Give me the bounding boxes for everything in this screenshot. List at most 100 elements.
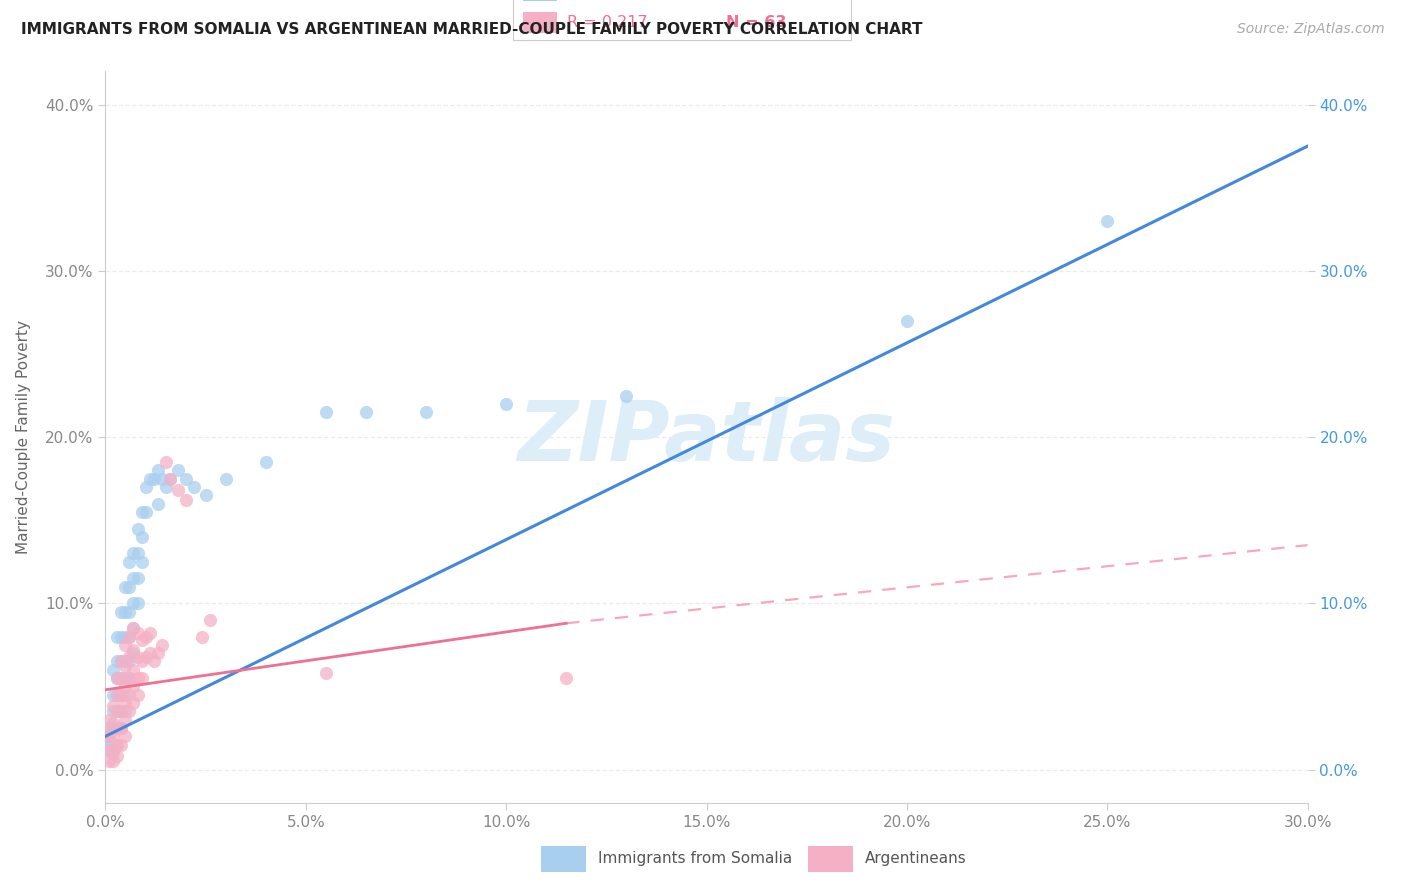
Point [118, 671, 141, 685]
Point [122, 643, 145, 657]
Point [555, 671, 578, 685]
Point [155, 455, 177, 469]
Point [127, 546, 149, 560]
Point [114, 659, 136, 673]
Point [135, 480, 157, 494]
Point [131, 505, 153, 519]
Point [107, 749, 129, 764]
Point [114, 705, 136, 719]
Point [214, 472, 236, 486]
Point [107, 721, 129, 735]
Point [146, 497, 169, 511]
Point [194, 488, 217, 502]
Text: N = 63: N = 63 [725, 15, 786, 30]
Point [142, 655, 165, 669]
Point [415, 405, 437, 419]
Point [103, 721, 125, 735]
Point [122, 696, 145, 710]
Point [107, 721, 129, 735]
Point [174, 472, 197, 486]
Point [107, 688, 129, 702]
Point [138, 472, 160, 486]
Point [127, 626, 149, 640]
Point [150, 472, 173, 486]
Point [110, 630, 132, 644]
Point [114, 630, 136, 644]
Text: Immigrants from Somalia: Immigrants from Somalia [598, 852, 792, 866]
Point [118, 630, 141, 644]
Point [98, 754, 121, 768]
Point [1097, 214, 1119, 228]
Point [118, 580, 141, 594]
Point [138, 626, 160, 640]
Point [110, 721, 132, 735]
Point [122, 621, 145, 635]
Point [114, 729, 136, 743]
Point [183, 480, 205, 494]
Point [142, 472, 165, 486]
Point [122, 663, 145, 677]
Point [110, 605, 132, 619]
Point [135, 630, 157, 644]
Point [96, 729, 118, 743]
Point [110, 721, 132, 735]
Point [98, 721, 121, 735]
Point [118, 630, 141, 644]
Point [103, 746, 125, 760]
Point [118, 655, 141, 669]
Point [103, 716, 125, 731]
Point [131, 555, 153, 569]
Point [118, 555, 141, 569]
Point [110, 705, 132, 719]
Point [127, 571, 149, 585]
Point [114, 696, 136, 710]
Point [103, 663, 125, 677]
Point [127, 649, 149, 664]
Point [98, 742, 121, 756]
Point [118, 605, 141, 619]
Point [118, 649, 141, 664]
Point [198, 613, 221, 627]
Point [122, 646, 145, 660]
Point [110, 655, 132, 669]
Point [159, 472, 181, 486]
Point [896, 314, 918, 328]
Point [114, 713, 136, 727]
Point [146, 463, 169, 477]
Point [103, 699, 125, 714]
Point [110, 688, 132, 702]
Point [103, 742, 125, 756]
Point [98, 742, 121, 756]
Point [110, 671, 132, 685]
Point [127, 596, 149, 610]
Text: IMMIGRANTS FROM SOMALIA VS ARGENTINEAN MARRIED-COUPLE FAMILY POVERTY CORRELATION: IMMIGRANTS FROM SOMALIA VS ARGENTINEAN M… [21, 22, 922, 37]
Point [138, 646, 160, 660]
FancyBboxPatch shape [523, 12, 557, 34]
Point [110, 738, 132, 752]
Point [150, 638, 173, 652]
Point [118, 705, 141, 719]
Point [107, 738, 129, 752]
Point [616, 388, 638, 402]
Point [146, 646, 169, 660]
Point [254, 455, 277, 469]
Point [98, 729, 121, 743]
Point [103, 729, 125, 743]
Point [122, 621, 145, 635]
Point [103, 754, 125, 768]
Point [118, 671, 141, 685]
Text: Source: ZipAtlas.com: Source: ZipAtlas.com [1237, 22, 1385, 37]
Point [135, 505, 157, 519]
Point [131, 632, 153, 647]
Point [495, 397, 517, 411]
Point [114, 688, 136, 702]
Point [166, 483, 188, 498]
Point [122, 546, 145, 560]
Point [107, 705, 129, 719]
Point [107, 655, 129, 669]
Point [114, 580, 136, 594]
Point [131, 530, 153, 544]
Point [155, 480, 177, 494]
Point [122, 571, 145, 585]
Text: ZIPatlas: ZIPatlas [517, 397, 896, 477]
